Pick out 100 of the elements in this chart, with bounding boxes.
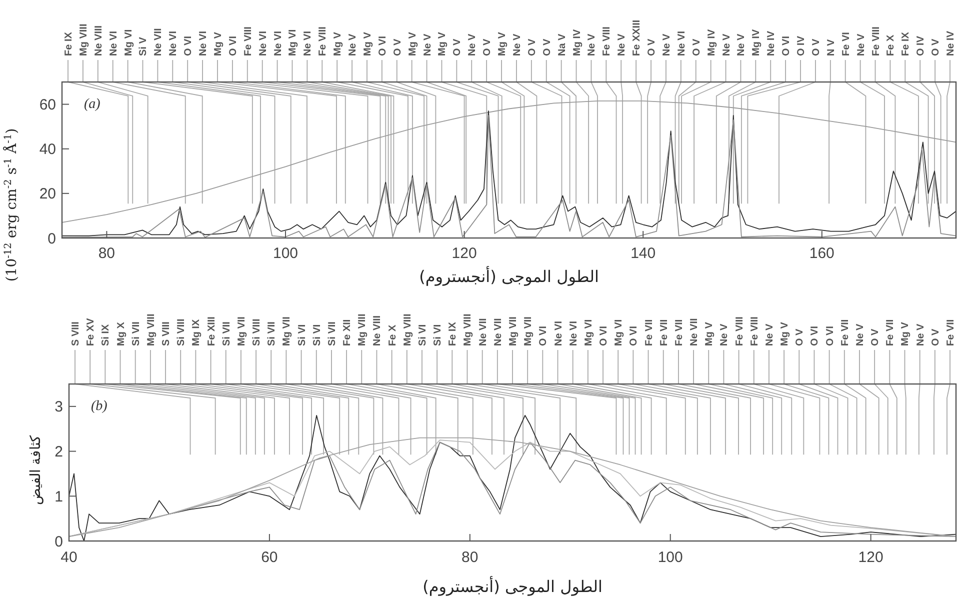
ref-line-label: Fe XV <box>86 318 97 346</box>
ref-line-label: Ne IV <box>946 30 956 56</box>
ref-line-label: Fe VIII <box>870 26 882 56</box>
y-tick-label: 20 <box>39 186 56 203</box>
y-tick-label: 0 <box>48 230 56 248</box>
ref-line-label: Si VII <box>326 321 338 346</box>
ref-line-label: O VI <box>628 326 640 346</box>
x-tick-label: 80 <box>98 245 116 262</box>
ref-line-label: Fe IX <box>448 322 459 346</box>
ref-line-label: O VI <box>377 36 388 56</box>
ref-line-label: Mg VIII <box>357 314 368 346</box>
ref-line-label: O VI <box>810 326 821 346</box>
ref-line-label: O VI <box>538 326 550 346</box>
ref-line-label: Ne VII <box>153 28 164 56</box>
ref-line-label: Ne VI <box>198 30 210 56</box>
ref-line-label: Mg IX <box>191 319 202 346</box>
ref-line-label: Mg V <box>780 322 791 346</box>
ref-line-label: Na V <box>556 33 568 56</box>
x-tick-label: 60 <box>261 549 278 566</box>
ref-line-label: Mg V <box>437 32 448 56</box>
ref-line-label: O V <box>526 38 538 56</box>
ref-line-label: Fe X <box>387 324 398 346</box>
ref-line-label: Ne VI <box>302 30 314 56</box>
x-tick-label: 140 <box>630 245 656 262</box>
ref-line-label: O V <box>691 38 702 56</box>
ref-line-label: Mg VI <box>288 29 299 56</box>
ref-line-label: Fe VII <box>674 319 685 346</box>
ref-line-label: O V <box>392 38 404 56</box>
ref-line-label: Si VIII <box>176 318 188 346</box>
ref-line-label: Si VI <box>312 324 323 346</box>
ref-line-label: Ne V <box>616 33 628 56</box>
ref-line-label: Mg V <box>497 32 508 56</box>
ref-line-label: Mg IV <box>706 29 718 56</box>
ref-line-label: Mg VII <box>508 316 519 346</box>
ref-line-label: Si VII <box>130 321 142 346</box>
ref-line-label: O IV <box>916 36 927 56</box>
ref-line-label: Ne V <box>348 33 359 56</box>
annotation: (a) <box>84 97 101 112</box>
ref-line-label: Si IX <box>100 324 112 346</box>
x-tick-label: 100 <box>272 245 298 262</box>
ref-line-label: Ne VI <box>553 320 564 346</box>
x-tick-label: 120 <box>858 549 884 566</box>
ref-line-label: O VI <box>183 36 194 56</box>
x-tick-label: 120 <box>452 245 477 262</box>
ref-line-label: Ne V <box>422 33 434 56</box>
ref-line-label: Fe XII <box>342 319 354 346</box>
ref-line-label: Ne V <box>854 323 866 346</box>
ref-line-label: Fe VII <box>946 319 956 346</box>
ref-line-label: Si VI <box>296 324 308 346</box>
x-tick-label: 100 <box>658 549 683 566</box>
ref-line-label: Ne IV <box>766 30 778 56</box>
ref-line-label: Mg IV <box>572 29 583 56</box>
ref-line-label: O VI <box>228 36 239 56</box>
ref-line-label: O V <box>930 328 942 346</box>
ref-line-label: O VI <box>781 36 792 56</box>
ref-line-label: N V <box>826 39 837 56</box>
ref-line-label: Fe IX <box>900 32 912 56</box>
ref-line-label: Ne V <box>661 33 672 56</box>
ref-line-label: Mg V <box>900 322 912 346</box>
ref-line-label: Mg VII <box>523 316 534 346</box>
ref-line-label: Si VI <box>432 324 444 346</box>
ref-line-label: Fe VI <box>840 32 852 56</box>
ref-line-label: Ne VI <box>272 30 284 56</box>
ref-line-label: Mg VIII <box>146 314 157 346</box>
ref-line-label: Ne VI <box>676 30 688 56</box>
ref-line-label: Ne V <box>736 33 748 56</box>
ref-line-label: Mg V <box>407 32 418 56</box>
ref-line-label: Mg VIII <box>462 314 474 346</box>
y-tick-label: 1 <box>54 488 63 506</box>
y-tick-label: 3 <box>54 398 63 416</box>
x-axis-title: الطول الموجى (أنجستروم) <box>419 266 599 286</box>
annotation: (b) <box>91 399 108 414</box>
ref-line-label: Mg VIII <box>78 24 90 56</box>
ref-line-label: Ne VIII <box>372 315 384 346</box>
ref-line-label: Ne V <box>856 33 867 56</box>
ref-line-label: Mg VI <box>614 319 625 346</box>
ref-line-label: Fe VII <box>885 319 896 346</box>
ref-line-label: O IV <box>796 36 808 56</box>
ref-line-label: Ne VIII <box>93 25 104 56</box>
ref-line-label: Fe XIII <box>206 316 218 346</box>
ref-line-label: Mg VII <box>282 316 293 346</box>
ref-line-label: O V <box>810 38 822 56</box>
ref-line-label: Fe VII <box>840 319 851 346</box>
ref-line-label: Mg V <box>362 32 374 56</box>
ref-line-label: Fe IX <box>64 32 74 56</box>
ref-line-label: Fe XXIII <box>632 20 643 56</box>
y-tick-label: 0 <box>54 533 63 550</box>
ref-line-label: O V <box>870 328 882 346</box>
ref-line-label: Mg X <box>116 322 127 346</box>
x-tick-label: 160 <box>809 245 834 262</box>
ref-line-label: Mg VIII <box>402 314 414 346</box>
ref-line-label: Ne V <box>915 323 926 346</box>
ref-line-label: O V <box>646 38 658 56</box>
ref-line-label: Ne VI <box>108 30 120 56</box>
ref-line-label: O V <box>452 38 464 56</box>
ref-line-label: O V <box>542 38 553 56</box>
ref-line-label: Fe VIII <box>318 26 329 56</box>
ref-line-label: Mg V <box>332 32 344 56</box>
ref-line-label: Fe VIII <box>734 316 746 346</box>
ref-line-label: S VIII <box>161 321 172 346</box>
